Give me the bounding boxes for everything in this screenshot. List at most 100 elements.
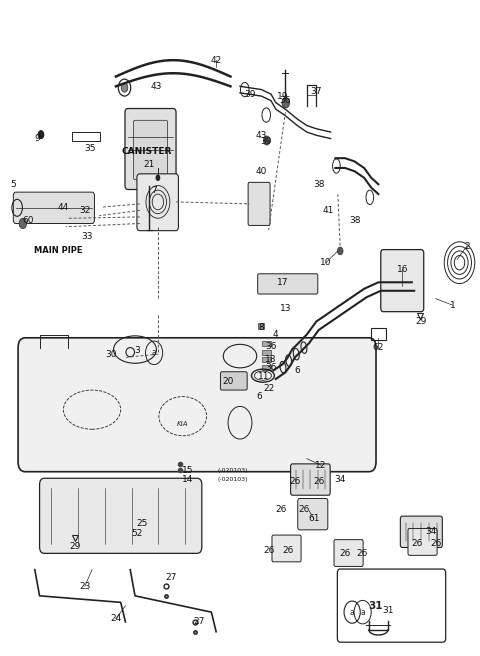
Text: 52: 52 [132, 529, 143, 539]
Text: 41: 41 [323, 206, 334, 215]
Text: 34: 34 [335, 475, 346, 484]
Text: 14: 14 [182, 475, 193, 484]
Circle shape [156, 174, 160, 181]
Text: 39: 39 [244, 90, 255, 98]
Text: 31: 31 [382, 605, 394, 615]
Circle shape [121, 83, 128, 92]
Text: 5: 5 [11, 180, 16, 189]
Text: 36: 36 [279, 96, 291, 105]
Text: 38: 38 [349, 216, 360, 225]
Text: 19: 19 [277, 92, 288, 100]
Text: 29: 29 [416, 317, 427, 326]
FancyBboxPatch shape [298, 499, 328, 530]
Text: 44: 44 [58, 203, 69, 212]
Text: 36: 36 [265, 342, 277, 351]
Text: 26: 26 [356, 549, 367, 558]
Text: 18: 18 [265, 355, 277, 364]
Text: 23: 23 [79, 581, 91, 590]
Circle shape [337, 247, 343, 255]
Circle shape [19, 218, 27, 229]
Text: 39: 39 [261, 137, 272, 146]
Text: 10: 10 [320, 258, 332, 267]
Text: 25: 25 [136, 520, 148, 529]
Text: (-020103): (-020103) [217, 477, 248, 482]
Circle shape [264, 136, 270, 145]
Text: 6: 6 [294, 366, 300, 375]
Text: 26: 26 [263, 546, 275, 554]
Text: 30: 30 [106, 350, 117, 359]
Text: 27: 27 [194, 617, 205, 626]
FancyBboxPatch shape [39, 478, 202, 554]
Text: 20: 20 [222, 377, 234, 386]
Text: 15: 15 [182, 466, 193, 475]
Text: (-020103): (-020103) [217, 468, 248, 473]
Text: 33: 33 [82, 232, 93, 241]
Text: 40: 40 [256, 167, 267, 176]
FancyBboxPatch shape [258, 274, 318, 294]
Text: 2: 2 [464, 242, 469, 251]
Bar [262, 357, 271, 362]
Text: 26: 26 [313, 477, 324, 486]
Bar [262, 350, 271, 356]
Text: 12: 12 [315, 461, 327, 470]
Text: 35: 35 [84, 144, 96, 153]
Text: a: a [152, 348, 156, 358]
Text: 42: 42 [211, 56, 222, 65]
FancyBboxPatch shape [290, 464, 330, 495]
Text: 11: 11 [258, 373, 270, 382]
Text: 7: 7 [151, 186, 157, 195]
Text: 29: 29 [70, 543, 81, 551]
Text: 21: 21 [144, 160, 155, 169]
Text: 37: 37 [311, 87, 322, 96]
Text: 13: 13 [279, 304, 291, 313]
Bar [371, 328, 385, 340]
Text: 16: 16 [396, 265, 408, 274]
Bar [262, 341, 271, 346]
Text: 26: 26 [411, 539, 422, 548]
Text: 8: 8 [259, 323, 264, 333]
Text: 6: 6 [256, 392, 262, 401]
Text: 32: 32 [79, 206, 91, 215]
Circle shape [37, 130, 44, 139]
Text: a: a [360, 607, 365, 617]
Text: 26: 26 [289, 477, 300, 486]
Text: 34: 34 [425, 527, 437, 537]
Text: 26: 26 [282, 546, 293, 554]
FancyBboxPatch shape [334, 540, 363, 566]
FancyBboxPatch shape [248, 182, 270, 226]
FancyBboxPatch shape [18, 338, 376, 472]
Text: 38: 38 [313, 180, 324, 189]
FancyBboxPatch shape [133, 120, 168, 180]
Text: 26: 26 [430, 539, 441, 548]
FancyBboxPatch shape [408, 529, 437, 556]
FancyBboxPatch shape [125, 108, 176, 190]
Text: 27: 27 [165, 573, 177, 582]
Text: 26: 26 [275, 505, 286, 514]
Circle shape [282, 97, 289, 108]
Text: a: a [350, 607, 355, 617]
Text: 3: 3 [134, 346, 140, 356]
Text: 31: 31 [369, 601, 383, 611]
FancyBboxPatch shape [272, 535, 301, 562]
FancyBboxPatch shape [137, 174, 179, 231]
Text: 22: 22 [263, 384, 274, 392]
Text: KIA: KIA [177, 421, 189, 427]
Text: 1: 1 [449, 300, 455, 310]
Text: 26: 26 [339, 549, 351, 558]
Text: 62: 62 [372, 343, 384, 352]
Text: MAIN PIPE: MAIN PIPE [34, 247, 83, 255]
FancyBboxPatch shape [220, 372, 247, 390]
Text: 43: 43 [256, 131, 267, 140]
Text: 26: 26 [299, 505, 310, 514]
FancyBboxPatch shape [337, 569, 446, 642]
Text: CANISTER: CANISTER [121, 147, 172, 156]
Text: 9: 9 [34, 134, 40, 143]
Text: 24: 24 [110, 614, 121, 623]
FancyBboxPatch shape [13, 192, 95, 224]
Text: 36: 36 [265, 363, 277, 372]
FancyBboxPatch shape [381, 250, 424, 312]
Bar [262, 365, 271, 370]
Bar [258, 323, 264, 329]
Text: 43: 43 [151, 82, 162, 91]
Text: 17: 17 [277, 277, 288, 287]
